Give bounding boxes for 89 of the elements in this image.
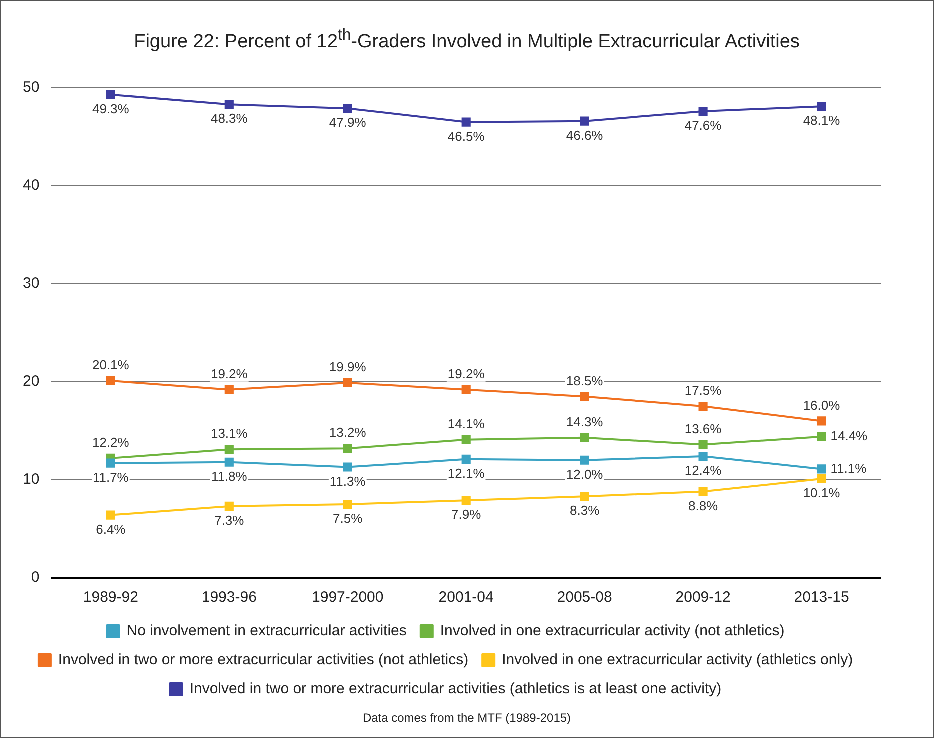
chart-title: Figure 22: Percent of 12$^{th}$-Graders Involved in Multiple Extracurricular Activities	[133, 26, 801, 54]
point	[106, 510, 116, 520]
x-tick-label: 1997-2000	[312, 589, 384, 606]
legend-label: Involved in two or more extracurricular activities (athletics is at least one activity)	[190, 680, 722, 698]
point	[343, 104, 352, 114]
point	[580, 392, 590, 402]
y-tick-label: 0	[31, 569, 40, 586]
point	[462, 496, 471, 506]
legend-label: No involvement in extracurricular activities	[126, 622, 407, 640]
point	[580, 456, 590, 465]
legend-label: Involved in one extracurricular activity (athletics only)	[502, 652, 854, 669]
point	[106, 458, 116, 468]
point	[698, 402, 708, 412]
x-tick-label: 1993-96	[202, 589, 257, 606]
data-label: 13.1%	[210, 426, 248, 442]
point	[462, 435, 471, 444]
point	[462, 385, 471, 394]
data-label: 14.1%	[448, 416, 486, 432]
point	[224, 100, 234, 110]
data-label: 20.1%	[92, 358, 130, 373]
legend-label: Involved in two or more extracurricular activities (not athletics)	[58, 652, 469, 669]
x-tick-label: 2009-12	[676, 589, 731, 606]
point	[343, 378, 352, 388]
point	[462, 118, 471, 127]
data-label: 46.5%	[448, 128, 486, 144]
y-tick-label: 20	[22, 373, 40, 390]
point	[580, 492, 590, 502]
point	[698, 440, 708, 450]
y-tick-label: 50	[22, 79, 40, 96]
y-tick-label: 10	[22, 471, 40, 488]
point	[817, 102, 826, 112]
data-label: 47.6%	[684, 118, 722, 134]
point	[224, 458, 234, 467]
data-label: 12.1%	[448, 466, 486, 481]
x-tick-label: 2001-04	[438, 589, 494, 606]
data-label: 19.2%	[448, 366, 486, 382]
point	[343, 444, 352, 454]
point	[580, 116, 590, 126]
point	[224, 502, 234, 511]
legend-label: Involved in one extracurricular activity (not athletics)	[440, 622, 785, 640]
data-label: 7.3%	[214, 513, 245, 528]
data-label: 48.3%	[210, 111, 248, 126]
point	[462, 454, 471, 464]
point	[106, 90, 116, 100]
point	[224, 445, 234, 454]
data-label: 16.0%	[803, 398, 841, 413]
point	[817, 464, 826, 474]
data-label: 12.4%	[684, 463, 722, 478]
data-label: 13.2%	[329, 425, 367, 440]
point	[224, 385, 234, 394]
data-label: 19.9%	[329, 360, 367, 375]
data-label: 10.1%	[803, 486, 841, 501]
x-tick-label: 2013-15	[794, 589, 850, 606]
x-tick-label: 2005-08	[557, 589, 612, 606]
data-label: 8.8%	[688, 498, 719, 514]
data-label: 8.3%	[570, 503, 600, 518]
data-label: 17.5%	[684, 383, 722, 398]
y-tick-label: 30	[22, 275, 40, 292]
data-label: 6.4%	[96, 522, 126, 537]
text: Data comes from the MTF (1989-2015)	[362, 711, 572, 725]
data-label: 14.4%	[830, 428, 868, 444]
point	[817, 432, 826, 442]
data-label: 48.1%	[803, 113, 841, 128]
y-tick-label: 40	[22, 177, 40, 194]
point	[343, 462, 352, 472]
point	[817, 416, 826, 426]
data-label: 18.5%	[566, 373, 604, 388]
x-tick-label: 1989-92	[83, 589, 138, 606]
data-label: 7.5%	[333, 511, 364, 526]
point	[698, 487, 708, 496]
data-label: 19.2%	[210, 366, 248, 382]
point	[106, 376, 116, 386]
data-label: 11.8%	[211, 468, 248, 484]
data-label: 12.2%	[92, 435, 130, 450]
data-label: 46.6%	[566, 128, 604, 143]
data-label: 47.9%	[329, 115, 367, 130]
data-label: 11.7%	[92, 470, 130, 485]
point	[698, 106, 708, 116]
point	[580, 433, 590, 442]
data-label: 14.3%	[566, 414, 604, 430]
point	[698, 452, 708, 462]
data-label: 11.1%	[830, 460, 868, 476]
data-label: 7.9%	[452, 507, 482, 522]
data-label: 12.0%	[566, 466, 604, 482]
point	[343, 500, 352, 510]
data-label: 13.6%	[684, 421, 722, 436]
data-label: 11.3%	[330, 474, 366, 489]
data-label: 49.3%	[92, 101, 130, 116]
point	[817, 474, 826, 484]
